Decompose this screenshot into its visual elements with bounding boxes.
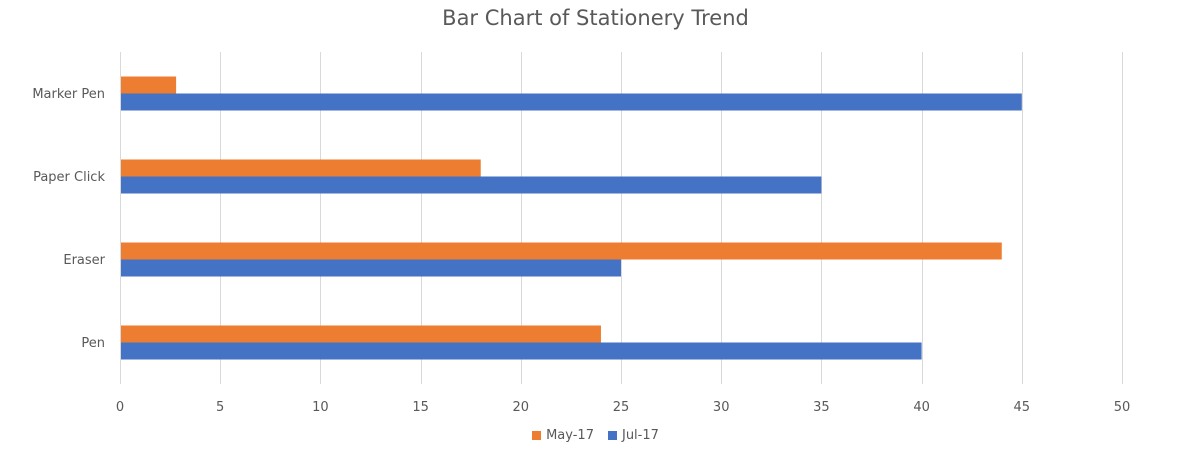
y-tick-label: Eraser: [63, 253, 105, 268]
plot-area: 0 5 10 15 20 25 30 35 40 45 50 Pen Eraser Paper Click…: [32, 52, 1131, 415]
bar-jul-17-pen: [121, 342, 922, 360]
legend-label: Jul-17: [621, 428, 659, 443]
x-tick-label: 10: [312, 400, 329, 415]
x-tick-label: 20: [513, 400, 530, 415]
x-tick-label: 5: [216, 400, 224, 415]
legend: May-17 Jul-17: [0, 428, 1191, 443]
y-tick-label: Marker Pen: [32, 87, 105, 102]
legend-swatch: [607, 431, 617, 440]
legend-label: May-17: [546, 428, 594, 443]
x-tick-label: 35: [813, 400, 830, 415]
bar-may-17-marker-pen: [121, 76, 177, 94]
x-tick-label: 50: [1114, 400, 1131, 415]
bar-jul-17-eraser: [121, 259, 621, 277]
x-tick-label: 30: [713, 400, 730, 415]
chart-title: Bar Chart of Stationery Trend: [442, 6, 749, 30]
x-tick-label: 40: [913, 400, 930, 415]
x-tick-label: 25: [613, 400, 630, 415]
legend-item: Jul-17: [607, 428, 659, 443]
x-tick-label: 15: [412, 400, 429, 415]
bar-may-17-pen: [121, 325, 601, 343]
legend-swatch: [532, 431, 542, 440]
x-tick-label: 0: [116, 400, 124, 415]
legend-item: May-17: [532, 428, 594, 443]
y-tick-label: Paper Click: [33, 170, 105, 185]
x-tick-label: 45: [1014, 400, 1031, 415]
bar-may-17-eraser: [121, 242, 1002, 260]
bar-jul-17-paper-click: [121, 176, 822, 194]
bar-may-17-paper-click: [121, 159, 481, 177]
bar-jul-17-marker-pen: [121, 93, 1022, 111]
y-tick-label: Pen: [81, 336, 105, 351]
